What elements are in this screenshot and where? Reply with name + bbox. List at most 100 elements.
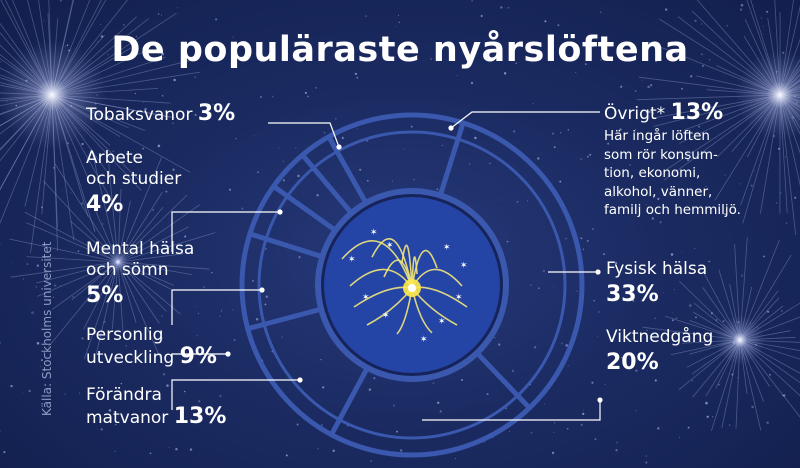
background-speck: [36, 342, 40, 345]
background-speck: [642, 47, 645, 51]
leader-line: [171, 211, 280, 252]
label-fysisk-name: Fysisk hälsa: [606, 259, 708, 279]
background-speck: [194, 113, 197, 116]
background-speck: [691, 380, 693, 382]
label-viktnedgang: Viktnedgång 20%: [606, 327, 713, 374]
background-speck: [619, 128, 622, 131]
pie-slice-divider: [326, 134, 371, 210]
firework-core-center: [408, 284, 416, 292]
firework-burst: [636, 0, 800, 235]
background-speck: [634, 129, 637, 131]
background-speck: [196, 335, 198, 337]
label-personlig-line1: Personlig: [86, 325, 164, 345]
background-speck: [410, 125, 413, 128]
firework-ray: [108, 163, 119, 263]
firework-ray: [43, 180, 119, 263]
background-speck: [785, 222, 788, 224]
background-speck: [710, 312, 713, 315]
background-speck: [103, 320, 106, 324]
background-speck: [396, 430, 398, 433]
label-fysisk: Fysisk hälsa 33%: [606, 259, 708, 306]
background-speck: [667, 330, 670, 333]
background-speck: [298, 255, 301, 259]
background-speck: [538, 287, 540, 289]
sparkle-star: ✶: [386, 241, 394, 251]
background-speck: [81, 337, 84, 340]
background-speck: [161, 315, 163, 317]
background-speck: [59, 284, 61, 287]
ovrigt-note-line: alkohol, vänner,: [604, 183, 713, 200]
firework-burst: [9, 149, 216, 364]
background-speck: [166, 384, 169, 387]
background-speck: [114, 423, 117, 426]
label-mental-line1: Mental hälsa: [86, 239, 195, 259]
background-speck: [551, 451, 555, 455]
background-speck: [152, 208, 155, 211]
background-speck: [607, 261, 609, 263]
background-speck: [709, 59, 711, 61]
firework-glow: [0, 40, 107, 150]
background-speck: [604, 383, 606, 385]
background-speck: [509, 431, 510, 433]
background-speck: [651, 217, 654, 220]
background-speck: [645, 461, 648, 464]
background-speck: [265, 247, 268, 250]
background-speck: [766, 10, 769, 13]
background-speck: [576, 290, 578, 292]
background-speck: [731, 373, 734, 376]
background-speck: [304, 91, 307, 94]
background-speck: [506, 240, 509, 243]
background-speck: [77, 250, 80, 252]
leader-dot: [277, 209, 283, 215]
background-speck: [591, 45, 594, 48]
wheel-outer-ring: [239, 112, 585, 458]
background-speck: [530, 431, 533, 434]
background-speck: [694, 19, 697, 22]
background-speck: [516, 200, 519, 203]
firework-ray: [117, 194, 188, 263]
background-speck: [373, 377, 376, 380]
background-speck: [255, 318, 259, 321]
background-speck: [750, 184, 753, 187]
background-speck: [652, 112, 655, 115]
background-speck: [106, 151, 108, 153]
background-speck: [40, 359, 43, 362]
background-speck: [359, 168, 362, 171]
background-speck: [507, 6, 510, 9]
background-speck: [474, 136, 477, 140]
background-speck: [368, 388, 372, 391]
pie-slice-divider: [328, 361, 372, 438]
background-speck: [173, 78, 176, 82]
background-speck: [233, 339, 236, 341]
background-speck: [483, 442, 485, 444]
background-speck: [607, 142, 610, 145]
sparkle-star: ✶: [443, 243, 451, 253]
leader-dot: [595, 269, 601, 275]
sparkle-star: ✶: [455, 293, 463, 303]
background-speck: [168, 447, 170, 449]
background-speck: [470, 81, 474, 85]
background-speck: [212, 103, 214, 105]
background-speck: [94, 228, 96, 230]
firework-ray: [117, 261, 193, 275]
label-ovrigt-pct: 13%: [670, 100, 724, 125]
firework-burst: [0, 0, 201, 253]
background-speck: [43, 20, 45, 22]
background-speck: [61, 189, 63, 191]
label-arbete-line2: och studier: [86, 169, 182, 189]
background-speck: [544, 403, 546, 405]
background-speck: [662, 292, 664, 294]
background-speck: [43, 352, 46, 354]
background-speck: [135, 35, 138, 38]
background-speck: [739, 8, 743, 11]
firework-ray: [111, 261, 119, 330]
background-speck: [559, 131, 562, 134]
firework-burst: [642, 237, 800, 431]
background-speck: [108, 409, 112, 412]
firework-ray: [70, 220, 119, 263]
background-speck: [149, 452, 152, 455]
background-speck: [586, 239, 589, 242]
background-speck: [282, 160, 284, 162]
background-speck: [726, 24, 728, 27]
